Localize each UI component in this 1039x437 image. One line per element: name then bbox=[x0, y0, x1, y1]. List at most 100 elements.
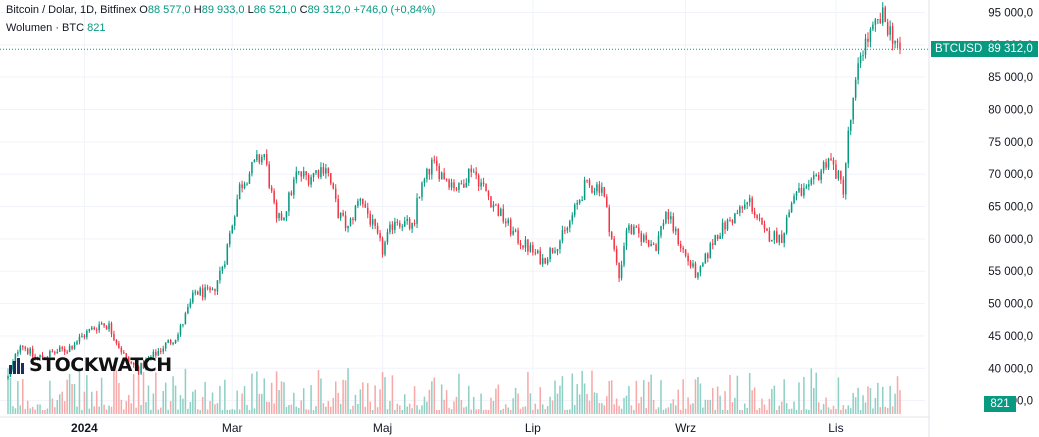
volume-bar bbox=[440, 384, 443, 414]
volume-bar bbox=[46, 408, 49, 414]
volume-bar bbox=[81, 409, 83, 414]
candle-body bbox=[601, 187, 603, 193]
volume-bar bbox=[877, 382, 879, 414]
candle-body bbox=[164, 342, 167, 349]
candle-body bbox=[884, 7, 886, 22]
volume-bar bbox=[716, 386, 719, 414]
volume-bar bbox=[758, 408, 761, 414]
candle-body bbox=[618, 262, 620, 279]
volume-bar bbox=[93, 406, 96, 414]
candle-body bbox=[265, 154, 268, 165]
candle-body bbox=[561, 230, 564, 241]
candle-body bbox=[285, 211, 288, 218]
candle-body bbox=[675, 228, 677, 232]
candle-body bbox=[105, 325, 108, 330]
volume-bar bbox=[130, 403, 132, 414]
candle-body bbox=[359, 198, 362, 201]
candle-body bbox=[248, 173, 251, 184]
volume-bar bbox=[559, 385, 561, 414]
candle-body bbox=[591, 185, 593, 193]
volume-bar bbox=[49, 380, 51, 414]
volume-bar bbox=[845, 409, 847, 414]
close-value: 89 312,0 bbox=[307, 4, 351, 16]
volume-bar bbox=[492, 400, 495, 414]
price-axis[interactable]: 35 000,040 000,045 000,050 000,055 000,0… bbox=[928, 0, 1033, 437]
candle-body bbox=[707, 253, 709, 259]
candle-body bbox=[746, 202, 748, 205]
volume-bar bbox=[95, 390, 98, 414]
candle-body bbox=[243, 184, 246, 189]
volume-bar bbox=[164, 382, 167, 414]
volume-bar bbox=[657, 407, 660, 414]
volume-bar bbox=[815, 372, 817, 414]
candle-body bbox=[290, 192, 293, 195]
candle-body bbox=[293, 179, 295, 195]
volume-bar bbox=[9, 378, 12, 414]
volume-bar bbox=[684, 408, 687, 414]
volume-bar bbox=[364, 406, 367, 414]
candle-body bbox=[17, 352, 19, 354]
volume-bar bbox=[894, 393, 896, 414]
candle-body bbox=[832, 159, 835, 165]
volume-bar bbox=[147, 385, 150, 414]
volume-bar bbox=[123, 409, 125, 414]
candle-body bbox=[384, 242, 386, 255]
candle-body bbox=[847, 130, 850, 164]
candle-body bbox=[379, 233, 381, 239]
time-axis[interactable]: 2024 Mar Maj Lip Wrz Lis bbox=[0, 416, 929, 435]
candle-body bbox=[776, 231, 778, 243]
candle-body bbox=[394, 221, 396, 230]
candle-body bbox=[492, 204, 495, 208]
volume-label[interactable]: Wolumen · BTC bbox=[6, 22, 85, 34]
candle-body bbox=[790, 203, 793, 213]
candle-body bbox=[135, 364, 137, 367]
volume-bar bbox=[652, 400, 655, 414]
candle-body bbox=[874, 19, 877, 25]
candle-body bbox=[524, 239, 527, 248]
volume-bar bbox=[692, 403, 694, 414]
candle-body bbox=[586, 180, 588, 182]
candle-body bbox=[177, 334, 179, 340]
candle-body bbox=[551, 248, 554, 253]
volume-bar bbox=[591, 370, 593, 414]
candle-body bbox=[849, 119, 852, 131]
volume-bar bbox=[662, 409, 665, 414]
candle-body bbox=[578, 200, 581, 203]
volume-bar bbox=[413, 386, 416, 414]
volume-bar bbox=[371, 409, 374, 414]
candle-body bbox=[566, 227, 569, 231]
candle-body bbox=[61, 347, 63, 349]
volume-bar bbox=[51, 398, 54, 414]
volume-bar bbox=[475, 409, 477, 414]
candle-body bbox=[652, 244, 655, 246]
volume-bar bbox=[155, 372, 157, 414]
candle-body bbox=[840, 170, 842, 180]
candle-body bbox=[812, 175, 815, 180]
volume-bar bbox=[17, 381, 19, 414]
candle-body bbox=[7, 376, 9, 378]
candle-body bbox=[741, 206, 744, 209]
volume-bar bbox=[140, 405, 142, 414]
y-tick-label: 75 000,0 bbox=[988, 137, 1033, 149]
volume-legend: Wolumen · BTC 821 bbox=[6, 22, 105, 34]
volume-bar bbox=[288, 405, 290, 414]
candle-body bbox=[835, 164, 837, 179]
candle-body bbox=[78, 336, 81, 342]
volume-bar bbox=[86, 375, 88, 414]
volume-bar bbox=[881, 386, 884, 414]
candle-body bbox=[189, 302, 192, 307]
candle-body bbox=[51, 351, 54, 353]
candle-body bbox=[155, 351, 157, 356]
candle-body bbox=[108, 323, 110, 330]
candle-body bbox=[800, 187, 803, 196]
candle-body bbox=[39, 355, 41, 357]
candle-body bbox=[320, 167, 322, 177]
candle-body bbox=[805, 186, 808, 189]
volume-bar bbox=[278, 390, 280, 414]
symbol-title[interactable]: Bitcoin / Dolar, 1D, Bitfinex bbox=[6, 4, 137, 16]
candle-body bbox=[788, 212, 790, 218]
volume-bar bbox=[396, 403, 399, 414]
candle-body bbox=[381, 238, 384, 255]
volume-bar bbox=[157, 409, 160, 414]
